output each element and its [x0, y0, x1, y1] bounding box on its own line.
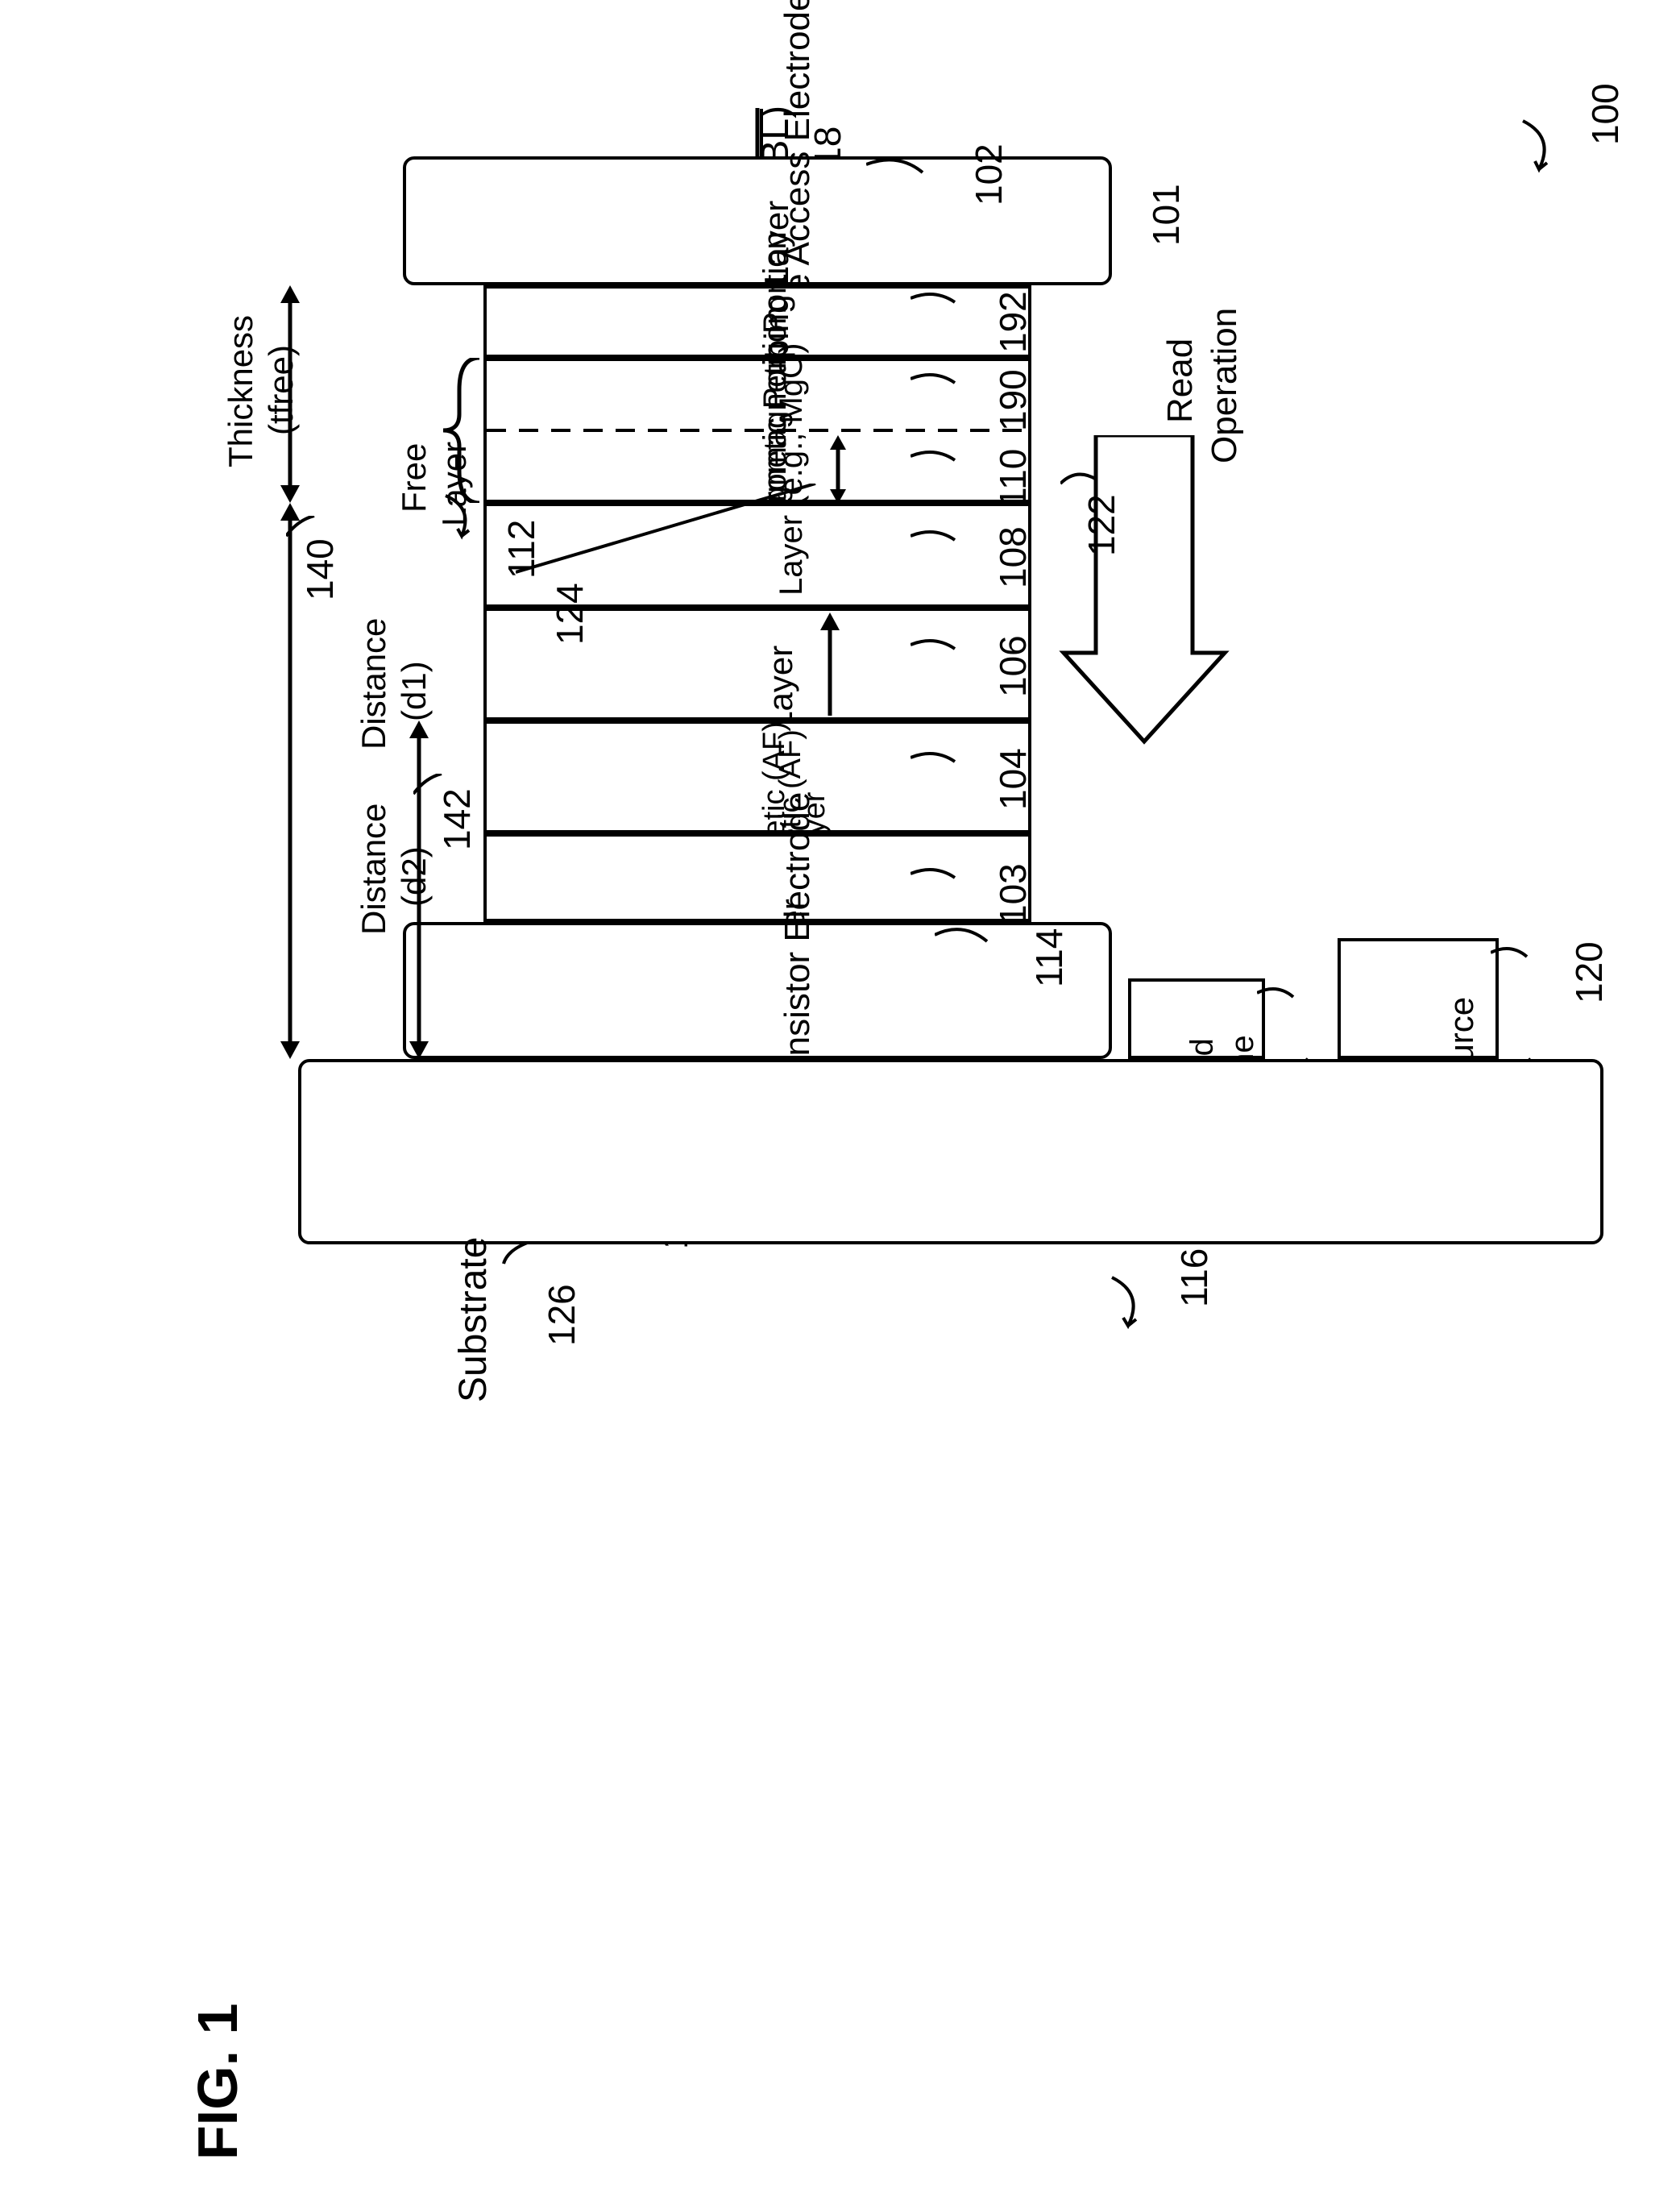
- free-layer-label-1: Free: [395, 443, 433, 513]
- ref-106: 106: [991, 635, 1035, 697]
- d1-label: Distance: [355, 618, 393, 750]
- ref-124: 124: [548, 583, 591, 645]
- ref-102: 102: [967, 143, 1010, 206]
- d2-arrow: [403, 721, 435, 1059]
- substrate-box: [298, 1059, 1603, 1244]
- leader-102: [866, 156, 931, 176]
- leader-192: [911, 290, 959, 306]
- hook-arrow-100: [1507, 113, 1571, 201]
- leader-106: [911, 637, 959, 653]
- layer-access-electrode: [403, 922, 1112, 1059]
- d1-sub: (d1): [395, 661, 433, 721]
- leader-126: [500, 1241, 540, 1265]
- leader-104: [911, 750, 959, 766]
- ref-104: 104: [991, 748, 1035, 810]
- ref-114: 114: [1027, 928, 1071, 987]
- ref-103: 103: [991, 863, 1035, 925]
- hook-142: [413, 774, 446, 798]
- ref-122: 122: [1080, 494, 1123, 556]
- connector-bl: [749, 108, 765, 160]
- ref-140: 140: [298, 538, 342, 600]
- ref-101: 101: [1144, 184, 1188, 246]
- ref-120: 120: [1567, 941, 1611, 1003]
- leader-114: [935, 925, 991, 945]
- leader-190: [911, 371, 959, 387]
- d2-label: Distance: [355, 804, 393, 935]
- ref-116: 116: [1172, 1248, 1216, 1307]
- ref-126: 126: [540, 1284, 583, 1346]
- arrow-125: [814, 613, 846, 716]
- leader-110: [911, 448, 959, 464]
- leader-119: [1257, 985, 1297, 1001]
- read-label-1: Read: [1160, 338, 1201, 423]
- ref-192: 192: [991, 291, 1035, 353]
- hook-arrow-116: [1096, 1273, 1160, 1354]
- ref-190: 190: [991, 369, 1035, 431]
- leader-120: [1491, 945, 1531, 961]
- thickness-label: Thickness: [222, 315, 260, 467]
- hook-140: [286, 516, 318, 540]
- ref-100: 100: [1583, 83, 1627, 145]
- leader-108: [911, 528, 959, 544]
- ref-108: 108: [991, 526, 1035, 588]
- ref-110: 110: [991, 449, 1035, 508]
- thickness-arrow: [274, 285, 306, 503]
- leader-122: [1060, 467, 1101, 492]
- leader-103: [911, 866, 959, 882]
- hook-112: [442, 492, 482, 540]
- substrate-label: Substrate: [451, 1237, 496, 1402]
- figure-label: FIG. 1: [185, 2004, 250, 2160]
- read-label-2: Operation: [1205, 308, 1245, 463]
- leader-124: [516, 484, 822, 580]
- arrow-124: [822, 435, 854, 504]
